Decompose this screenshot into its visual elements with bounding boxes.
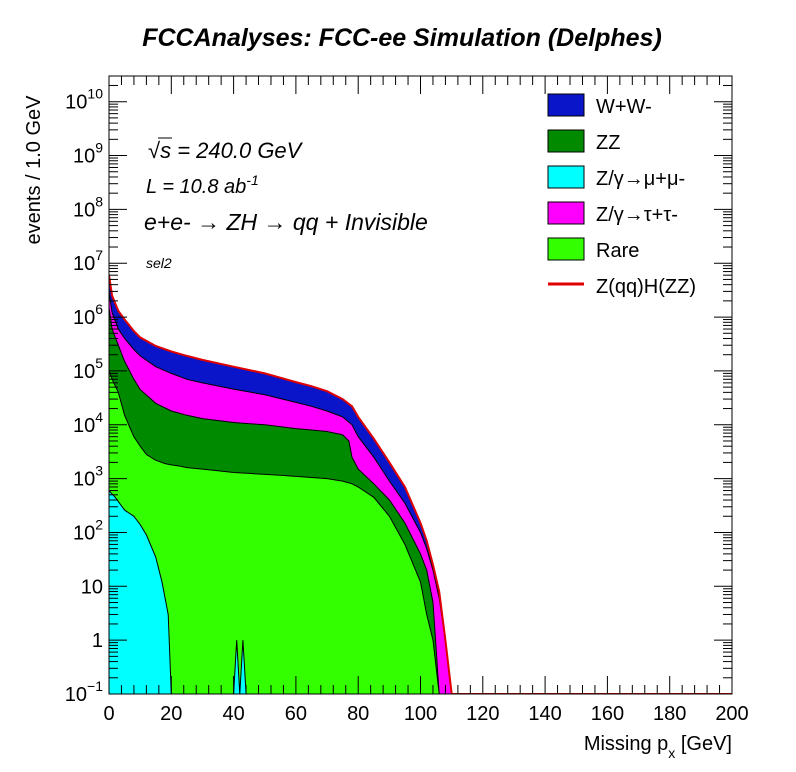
ticks-layer: 0 20 40 60 80 100 120 140 160 180 20010−1110102103… bbox=[65, 75, 749, 725]
series-area bbox=[109, 489, 265, 694]
annotation-block: √s = 240.0 GeV L = 10.8 ab-1 e+e- → ZH →… bbox=[144, 137, 428, 271]
y-tick-exponent: 5 bbox=[95, 355, 103, 371]
lumi-annotation: L = 10.8 ab-1 bbox=[146, 172, 259, 198]
y-tick-label: 106 bbox=[73, 301, 103, 329]
series-layer bbox=[109, 275, 732, 694]
y-tick-label: 102 bbox=[73, 516, 103, 544]
y-tick-base: 10 bbox=[65, 684, 87, 706]
legend-swatch bbox=[547, 129, 585, 153]
legend-label: ZZ bbox=[596, 132, 620, 154]
y-tick-exponent: 7 bbox=[95, 247, 103, 263]
process-annotation: e+e- → ZH → qq + Invisible bbox=[144, 209, 428, 235]
legend-swatch bbox=[547, 165, 585, 189]
legend: W+W- ZZ Z/γ→μ+μ- Z/γ→τ+τ- Rare Z(qq)H(ZZ) bbox=[547, 93, 696, 298]
y-tick-exponent: 10 bbox=[87, 86, 103, 102]
y-tick-base: 10 bbox=[73, 415, 95, 437]
y-tick-base: 10 bbox=[73, 522, 95, 544]
legend-label: W+W- bbox=[596, 96, 652, 118]
lumi-exponent: -1 bbox=[246, 172, 258, 188]
sqrt-s-text: s = 240.0 GeV bbox=[160, 138, 304, 163]
legend-label: Z/γ→μ+μ- bbox=[596, 168, 685, 190]
sqrt-symbol: √ bbox=[148, 138, 161, 163]
x-tick-label: 140 bbox=[528, 703, 561, 725]
y-axis-label: events / 1.0 GeV bbox=[23, 95, 45, 245]
x-tick-label: 20 bbox=[160, 703, 182, 725]
y-tick-base: 10 bbox=[73, 199, 95, 221]
y-tick-base: 10 bbox=[73, 469, 95, 491]
y-tick-exponent: 6 bbox=[95, 301, 103, 317]
chart-title: FCCAnalyses: FCC-ee Simulation (Delphes) bbox=[142, 24, 662, 52]
y-tick-base: 10 bbox=[73, 307, 95, 329]
y-tick-label: 108 bbox=[73, 193, 103, 221]
y-tick-label: 1010 bbox=[65, 86, 103, 114]
y-tick-base: 10 bbox=[81, 576, 103, 598]
y-tick-label: 109 bbox=[73, 140, 103, 168]
y-tick-exponent: 8 bbox=[95, 193, 103, 209]
x-tick-label: 180 bbox=[653, 703, 686, 725]
x-tick-label: 160 bbox=[591, 703, 624, 725]
x-tick-label: 200 bbox=[715, 703, 748, 725]
series-area bbox=[109, 370, 732, 694]
selection-annotation: sel2 bbox=[146, 255, 172, 271]
plot-frame bbox=[108, 75, 733, 695]
y-tick-exponent: 3 bbox=[95, 463, 103, 479]
x-tick-label: 80 bbox=[347, 703, 369, 725]
x-axis-label-unit: [GeV] bbox=[675, 733, 732, 755]
y-tick-base: 1 bbox=[92, 630, 103, 652]
y-tick-base: 10 bbox=[73, 253, 95, 275]
legend-swatch bbox=[547, 237, 585, 261]
x-axis-label-main: Missing p bbox=[584, 733, 668, 755]
x-tick-label: 100 bbox=[404, 703, 437, 725]
legend-label: Rare bbox=[596, 240, 639, 262]
y-tick-label: 10 bbox=[81, 576, 103, 598]
legend-swatch bbox=[547, 201, 585, 225]
x-tick-label: 60 bbox=[285, 703, 307, 725]
y-tick-base: 10 bbox=[65, 92, 87, 114]
signal-line bbox=[109, 275, 732, 694]
sqrt-s-annotation: √s = 240.0 GeV bbox=[148, 138, 304, 163]
y-tick-label: 1 bbox=[92, 630, 103, 652]
legend-label: Z(qq)H(ZZ) bbox=[596, 276, 696, 298]
legend-swatch bbox=[547, 93, 585, 117]
y-tick-exponent: 2 bbox=[95, 516, 103, 532]
y-tick-label: 104 bbox=[73, 409, 103, 437]
lumi-text: L = 10.8 ab bbox=[146, 176, 246, 198]
y-tick-base: 10 bbox=[73, 361, 95, 383]
y-tick-exponent: 4 bbox=[95, 409, 103, 425]
y-tick-label: 107 bbox=[73, 247, 103, 275]
x-axis-label: Missing px [GeV] bbox=[584, 733, 732, 761]
y-tick-label: 10−1 bbox=[65, 678, 103, 706]
y-tick-label: 103 bbox=[73, 463, 103, 491]
y-tick-exponent: −1 bbox=[87, 678, 103, 694]
y-tick-label: 105 bbox=[73, 355, 103, 383]
x-tick-label: 120 bbox=[466, 703, 499, 725]
x-tick-label: 0 bbox=[103, 703, 114, 725]
x-axis-label-sub: x bbox=[668, 745, 675, 761]
legend-label: Z/γ→τ+τ- bbox=[596, 204, 678, 226]
y-tick-exponent: 9 bbox=[95, 140, 103, 156]
x-tick-label: 40 bbox=[222, 703, 244, 725]
y-tick-base: 10 bbox=[73, 146, 95, 168]
